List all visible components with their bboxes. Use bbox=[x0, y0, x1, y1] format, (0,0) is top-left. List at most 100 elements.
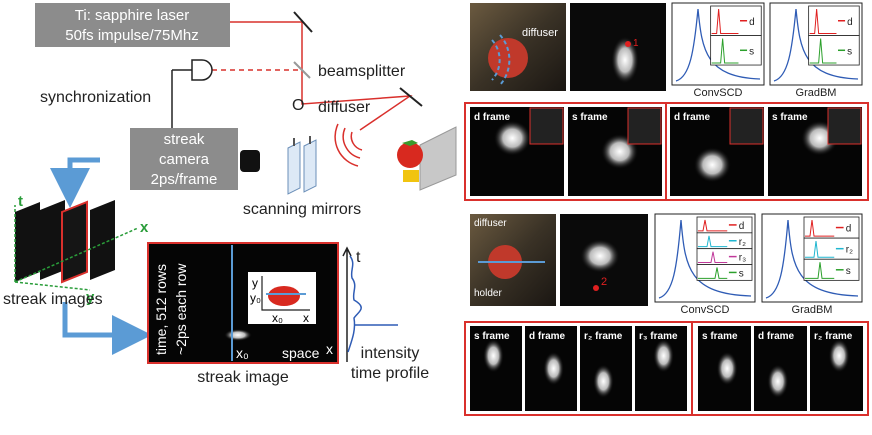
wavefront bbox=[491, 34, 511, 86]
glow bbox=[716, 351, 738, 386]
glow bbox=[483, 338, 504, 373]
frame-label: s frame bbox=[474, 331, 510, 342]
stack-label: streak images bbox=[3, 291, 103, 308]
camera-spec: 2ps/frame bbox=[151, 171, 218, 188]
flow-arrow bbox=[62, 302, 152, 355]
subplot-curve bbox=[809, 8, 837, 35]
holder-label: holder bbox=[474, 288, 502, 299]
x0-label: x₀ bbox=[236, 345, 249, 361]
axis-label: t bbox=[18, 193, 23, 210]
laser-box bbox=[35, 3, 230, 47]
zoom-inset bbox=[529, 107, 564, 145]
legend-label: d bbox=[846, 224, 852, 235]
laser-label: Ti: sapphire laser bbox=[75, 7, 190, 24]
legend-label: s bbox=[846, 266, 851, 277]
beamsplitter-glass bbox=[293, 61, 311, 79]
legend-label: s bbox=[739, 268, 744, 279]
inset-tomato bbox=[268, 286, 300, 306]
beam-path bbox=[230, 21, 413, 131]
legend-label: r₃ bbox=[739, 253, 746, 264]
flow-arrow bbox=[50, 157, 100, 208]
legend-label: d bbox=[847, 17, 853, 28]
zoom-inset bbox=[827, 107, 862, 145]
diffuser-label: diffuser bbox=[318, 99, 371, 116]
subplot bbox=[710, 35, 762, 66]
frame-group bbox=[464, 321, 869, 416]
glow bbox=[653, 338, 674, 373]
camera-label: streak bbox=[164, 131, 205, 148]
frame-label: s frame bbox=[572, 112, 608, 123]
point-label: 2 bbox=[601, 276, 607, 288]
glow bbox=[767, 364, 789, 399]
detector bbox=[191, 59, 213, 81]
tomato bbox=[488, 38, 528, 78]
subplot-curve bbox=[805, 241, 835, 258]
plot-curve bbox=[658, 219, 752, 299]
frame-label: d frame bbox=[474, 112, 511, 123]
legend-label: d bbox=[739, 221, 745, 232]
subplot-curve bbox=[711, 8, 739, 35]
inset-axis: y bbox=[252, 276, 258, 290]
mirrors-label: scanning mirrors bbox=[243, 201, 361, 218]
inset-axes bbox=[261, 276, 310, 311]
streak-signal bbox=[224, 329, 252, 341]
diffuser-label: diffuser bbox=[522, 27, 558, 39]
subplot bbox=[696, 264, 753, 281]
axis-label: ~2ps each row bbox=[173, 263, 189, 355]
subplot-curve bbox=[698, 235, 728, 248]
point-label: 1 bbox=[633, 38, 639, 49]
camera-label: camera bbox=[159, 151, 210, 168]
subplot-curve bbox=[698, 267, 728, 279]
glow bbox=[828, 338, 850, 373]
axis-label: space bbox=[282, 345, 320, 361]
scanning-mirror bbox=[303, 139, 317, 193]
profile-label: time profile bbox=[351, 365, 429, 382]
subplot-curve bbox=[805, 219, 835, 237]
axis-label: time, 512 rows bbox=[153, 264, 169, 355]
plot-label: ConvSCD bbox=[694, 87, 743, 99]
beamsplitter-label: beamsplitter bbox=[318, 63, 406, 80]
frame-label: s frame bbox=[702, 331, 738, 342]
legend-label: s bbox=[749, 46, 754, 57]
sync-label: synchronization bbox=[40, 89, 151, 106]
legend-label: r₂ bbox=[846, 245, 853, 256]
subplot-curve bbox=[698, 251, 728, 264]
subplot-curve bbox=[698, 219, 728, 232]
camera-box bbox=[130, 128, 238, 190]
mirror bbox=[293, 11, 313, 33]
legend-label: r₂ bbox=[739, 237, 746, 248]
axis-label: x bbox=[140, 219, 149, 236]
inset-axis: x bbox=[303, 311, 309, 325]
plot-label: ConvSCD bbox=[681, 304, 730, 316]
subplot bbox=[803, 258, 860, 281]
plot-curve bbox=[773, 8, 859, 82]
tomato-leaf bbox=[402, 140, 418, 146]
glow bbox=[593, 364, 614, 399]
object-label: O bbox=[292, 97, 304, 114]
diffuser-label: diffuser bbox=[474, 218, 507, 229]
frame-label: s frame bbox=[772, 112, 808, 123]
inset-axis: y₀ bbox=[250, 291, 261, 305]
wavefront bbox=[334, 123, 363, 167]
streak-stack bbox=[14, 200, 139, 291]
screen bbox=[419, 126, 457, 191]
glow bbox=[493, 120, 532, 156]
point-marker bbox=[625, 41, 631, 47]
profile-label: intensity bbox=[361, 345, 420, 362]
mirror-axis bbox=[293, 136, 311, 146]
camera-lens bbox=[240, 150, 260, 172]
frame-label: r₃ frame bbox=[639, 331, 678, 342]
glow bbox=[580, 239, 620, 273]
subplot bbox=[808, 35, 860, 66]
glow bbox=[693, 147, 732, 183]
axis-label: t bbox=[356, 249, 361, 266]
tomato bbox=[397, 142, 423, 168]
legend-label: d bbox=[749, 17, 755, 28]
profile-axis bbox=[342, 246, 352, 362]
point-marker bbox=[593, 285, 599, 291]
plot-curve bbox=[765, 219, 859, 299]
zoom-inset bbox=[627, 107, 662, 145]
glow bbox=[543, 351, 564, 386]
glow bbox=[611, 36, 639, 84]
mirror bbox=[399, 87, 423, 107]
